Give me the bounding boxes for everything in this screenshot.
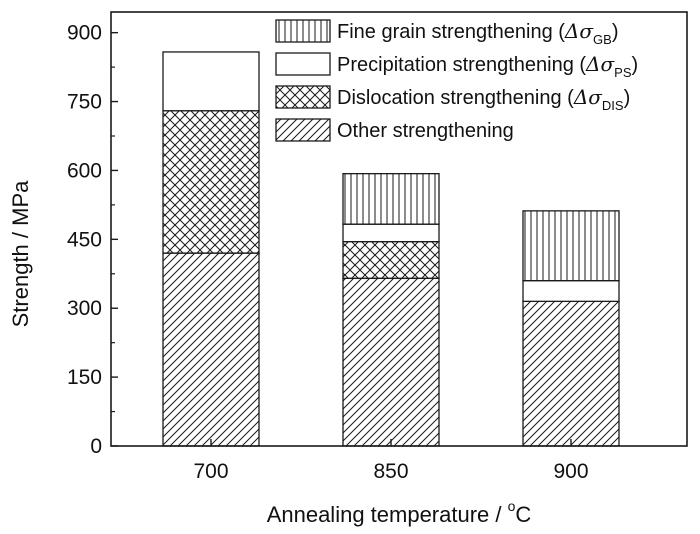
bar-segment-dislocation-strengthening-850 bbox=[342, 240, 440, 280]
y-axis: 0 150 300 450 600 750 900 bbox=[67, 22, 118, 458]
legend-label: Precipitation strengthening (ΔσPS) bbox=[337, 52, 638, 80]
bar-segment-other-strengthening-700 bbox=[162, 252, 260, 447]
y-tick-label: 0 bbox=[90, 435, 102, 458]
bar-segment-other-strengthening-850 bbox=[342, 277, 440, 447]
bar-segment-other-strengthening-900 bbox=[522, 300, 620, 447]
legend-paren-open: ( bbox=[574, 54, 587, 76]
legend-symbol: Δσ bbox=[564, 19, 594, 43]
bar-segment-precipitation-strengthening-900 bbox=[522, 280, 620, 302]
legend-swatch-precipitation-strengthening bbox=[275, 52, 331, 76]
legend-label: Other strengthening bbox=[337, 120, 514, 142]
legend-paren-close: ) bbox=[632, 54, 639, 76]
legend-series-name: Precipitation strengthening bbox=[337, 54, 574, 76]
legend-swatch-fine-grain-strengthening bbox=[275, 19, 331, 43]
bar-segment-fine-grain-strengthening-900 bbox=[522, 210, 620, 282]
legend-series-name: Fine grain strengthening bbox=[337, 21, 553, 43]
legend-series-name: Other strengthening bbox=[337, 120, 514, 142]
x-tick-label: 850 bbox=[373, 460, 408, 483]
legend-paren-close: ) bbox=[624, 87, 631, 109]
bar-segment-dislocation-strengthening-700 bbox=[162, 110, 260, 254]
legend-paren-open: ( bbox=[553, 21, 566, 43]
bar-segment-fine-grain-strengthening-850 bbox=[342, 173, 440, 225]
x-axis-label-unit: C bbox=[515, 502, 531, 527]
y-axis-label: Strength / MPa bbox=[8, 180, 33, 328]
legend-subscript: DIS bbox=[602, 98, 624, 113]
y-tick-label: 750 bbox=[67, 91, 102, 114]
legend-subscript: PS bbox=[614, 65, 632, 80]
x-tick-label: 900 bbox=[553, 460, 588, 483]
legend-label: Dislocation strengthening (ΔσDIS) bbox=[337, 85, 630, 113]
legend-swatch-other-strengthening bbox=[275, 118, 331, 142]
y-tick-label: 450 bbox=[67, 228, 102, 251]
x-axis: 700 850 900 bbox=[193, 439, 589, 483]
legend-subscript: GB bbox=[593, 32, 612, 47]
legend-swatch-dislocation-strengthening bbox=[275, 85, 331, 109]
legend-series-name: Dislocation strengthening bbox=[337, 87, 562, 109]
legend-paren-open: ( bbox=[562, 87, 575, 109]
x-axis-label-text: Annealing temperature / bbox=[267, 502, 508, 527]
y-tick-label: 300 bbox=[67, 297, 102, 320]
legend-symbol: Δσ bbox=[573, 85, 603, 109]
y-tick-label: 600 bbox=[67, 159, 102, 182]
legend-paren-close: ) bbox=[612, 21, 619, 43]
bar-segment-precipitation-strengthening-700 bbox=[162, 51, 260, 112]
bar-segment-precipitation-strengthening-850 bbox=[342, 223, 440, 243]
y-tick-label: 900 bbox=[67, 22, 102, 45]
legend-symbol: Δσ bbox=[585, 52, 615, 76]
x-axis-label: Annealing temperature / oC bbox=[267, 498, 532, 527]
x-tick-label: 700 bbox=[193, 460, 228, 483]
x-axis-label-degree: o bbox=[508, 498, 516, 514]
legend-label: Fine grain strengthening (ΔσGB) bbox=[337, 19, 619, 47]
y-tick-label: 150 bbox=[67, 366, 102, 389]
legend: Fine grain strengthening (ΔσGB)Precipita… bbox=[275, 19, 638, 142]
bars bbox=[162, 51, 620, 447]
